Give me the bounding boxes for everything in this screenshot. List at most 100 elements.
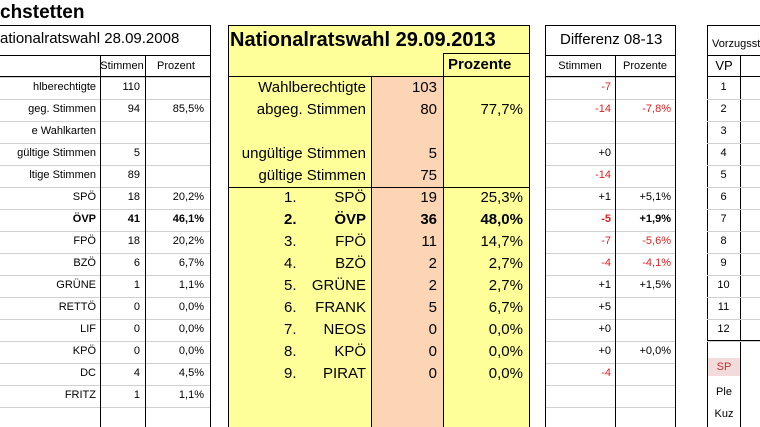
diff-row-prozent: +1,9% — [639, 213, 672, 225]
grid-line — [545, 253, 675, 254]
left-row-label: gültige Stimmen — [17, 147, 96, 159]
center-row-prozent: 0,0% — [488, 343, 523, 360]
vorzug-number: 10 — [717, 279, 730, 291]
diff-col-stimmen: Stimmen — [558, 60, 602, 72]
frame-line — [443, 53, 530, 54]
center-row-stimmen: 75 — [420, 167, 437, 184]
left-row-prozent: 6,7% — [178, 257, 204, 269]
vorzug-number: 5 — [720, 169, 727, 181]
grid-line — [545, 407, 675, 408]
left-col-prozent: Prozent — [157, 60, 195, 72]
grid-line — [707, 319, 760, 320]
diff-row-stimmen: -14 — [595, 103, 611, 115]
grid-line — [545, 385, 675, 386]
vorzug-number: 12 — [717, 323, 730, 335]
left-row-stimmen: 18 — [127, 235, 140, 247]
frame-line — [675, 25, 676, 427]
center-row-label: ÖVP — [334, 211, 366, 228]
grid-line — [545, 99, 675, 100]
grid-line — [0, 231, 210, 232]
grid-line — [545, 143, 675, 144]
left-row-stimmen: 4 — [133, 367, 140, 379]
left-row-stimmen: 94 — [127, 103, 140, 115]
vorzug-extra-cell: Kuz — [714, 408, 734, 420]
left-row-label: LIF — [80, 323, 96, 335]
center-row-num: 4. — [284, 255, 297, 272]
frame-line — [228, 76, 530, 77]
center-row-num: 9. — [284, 365, 297, 382]
diff-row-stimmen: +1 — [598, 191, 611, 203]
frame-line — [707, 25, 708, 427]
left-row-label: hlberechtigte — [33, 81, 96, 93]
grid-line — [707, 165, 760, 166]
left-row-label: BZÖ — [73, 257, 96, 269]
left-row-stimmen: 110 — [122, 81, 140, 93]
left-row-prozent: 85,5% — [172, 103, 204, 115]
center-row-prozent: 77,7% — [480, 101, 523, 118]
frame-line — [443, 53, 444, 427]
diff-row-stimmen: -4 — [601, 367, 611, 379]
frame-line — [145, 55, 146, 427]
center-row-num: 2. — [284, 211, 297, 228]
vorzug-extra-cell: SP — [708, 358, 740, 376]
grid-line — [0, 187, 210, 188]
frame-line — [210, 25, 211, 427]
center-row-label: gültige Stimmen — [258, 167, 366, 184]
center-row-num: 5. — [284, 277, 297, 294]
center-row-label: PIRAT — [322, 365, 366, 382]
grid-line — [0, 253, 210, 254]
center-row-stimmen: 0 — [428, 321, 437, 338]
diff-row-stimmen: +0 — [598, 147, 611, 159]
frame-line — [707, 25, 760, 26]
frame-line — [0, 55, 211, 56]
diff-row-stimmen: -7 — [601, 235, 611, 247]
grid-line — [545, 209, 675, 210]
center-row-prozent: 25,3% — [480, 189, 523, 206]
vorzug-number: 7 — [720, 213, 727, 225]
grid-line — [545, 121, 675, 122]
diff-row-stimmen: -4 — [601, 257, 611, 269]
diff-row-stimmen: -5 — [601, 213, 611, 225]
grid-line — [707, 143, 760, 144]
frame-line — [0, 25, 211, 26]
left-row-prozent: 20,2% — [172, 235, 204, 247]
frame-line — [545, 76, 676, 77]
center-row-stimmen: 36 — [420, 211, 437, 228]
center-row-label: Wahlberechtigte — [258, 79, 366, 96]
left-row-stimmen: 89 — [127, 169, 140, 181]
vorzug-number: 2 — [720, 103, 727, 115]
left-row-prozent: 0,0% — [178, 323, 204, 335]
frame-line — [228, 25, 530, 26]
diff-row-prozent: +5,1% — [639, 191, 672, 203]
center-row-num: 3. — [284, 233, 297, 250]
grid-line — [0, 275, 210, 276]
grid-line — [707, 275, 760, 276]
left-row-prozent: 4,5% — [178, 367, 204, 379]
diff-row-stimmen: -14 — [595, 169, 611, 181]
grid-line — [0, 99, 210, 100]
center-title: Nationalratswahl 29.09.2013 — [230, 29, 496, 51]
grid-line — [545, 341, 675, 342]
center-row-stimmen: 0 — [428, 365, 437, 382]
grid-line — [707, 187, 760, 188]
center-row-num: 1. — [284, 189, 297, 206]
center-col-prozente: Prozente — [448, 56, 512, 73]
grid-line — [0, 341, 210, 342]
center-row-label: FPÖ — [335, 233, 366, 250]
center-row-label: abgeg. Stimmen — [256, 101, 366, 118]
frame-line — [545, 25, 676, 26]
grid-line — [545, 77, 675, 78]
grid-line — [0, 407, 210, 408]
frame-line — [545, 25, 546, 427]
left-row-label: SPÖ — [72, 191, 96, 203]
grid-line — [0, 297, 210, 298]
center-row-stimmen: 2 — [428, 277, 437, 294]
frame-line — [228, 187, 530, 188]
center-row-stimmen: 0 — [428, 343, 437, 360]
grid-line — [0, 385, 210, 386]
vorzug-number: 4 — [720, 147, 727, 159]
left-row-prozent: 46,1% — [172, 213, 204, 225]
left-row-prozent: 1,1% — [178, 389, 204, 401]
center-row-prozent: 48,0% — [480, 211, 523, 228]
left-row-label: RETTÖ — [58, 301, 96, 313]
